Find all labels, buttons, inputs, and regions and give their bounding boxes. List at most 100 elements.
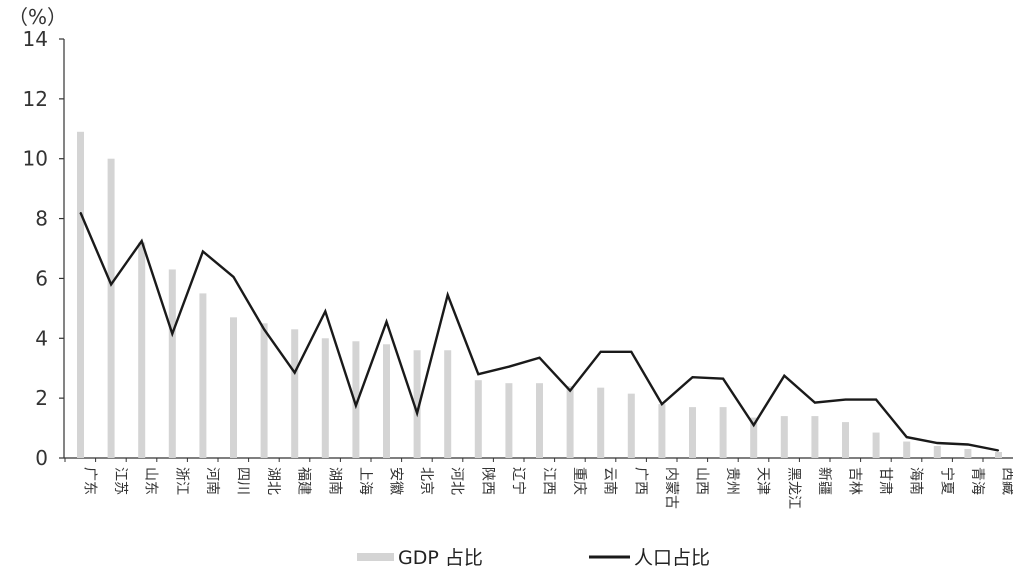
x-tick-label: 甘肃 [877, 467, 893, 495]
gdp-bar [719, 407, 727, 458]
population-point [630, 351, 632, 353]
population-point [355, 405, 357, 407]
gdp-bar [199, 293, 207, 458]
y-tick-label: 10 [23, 147, 48, 171]
population-point [385, 321, 388, 323]
population-point [263, 328, 265, 330]
population-point [79, 211, 82, 214]
x-tick-label: 云南 [602, 467, 618, 495]
x-tick-label: 宁夏 [938, 467, 955, 495]
population-point [753, 424, 755, 426]
gdp-bar [872, 432, 880, 458]
population-point [202, 250, 204, 253]
x-tick-label: 广西 [632, 467, 648, 495]
gdp-bar [689, 407, 696, 458]
legend-gdp-label: GDP 占比 [398, 547, 483, 569]
gdp-bar [658, 404, 666, 458]
gdp-bar [474, 380, 482, 458]
x-tick-labels: 广东 江苏 山东 浙江 河南 四川 湖北 福建 湖南 上海 安徽 北京 河北 陕西 辽宁 江西 重庆 云南 广西 内蒙… [82, 467, 1013, 509]
x-tick-label: 辽宁 [510, 467, 527, 495]
gdp-bar [536, 383, 543, 458]
y-tick-label: 14 [23, 27, 48, 51]
y-tick-label: 2 [35, 386, 48, 410]
y-tick-label: 0 [35, 446, 48, 470]
gdp-bar [505, 383, 513, 458]
population-point [997, 449, 1000, 452]
y-tick-label: 4 [35, 326, 48, 350]
x-tick-label: 湖南 [326, 467, 342, 495]
gdp-bar [138, 242, 146, 458]
population-line [79, 211, 1000, 452]
gdp-bar [413, 350, 421, 458]
population-point [538, 357, 541, 359]
gdp-bar [230, 317, 237, 458]
population-point [875, 399, 877, 401]
x-tick-label: 北京 [418, 467, 434, 495]
x-tick-label: 新疆 [816, 467, 832, 495]
x-tick-label: 内蒙古 [663, 467, 679, 509]
population-point [294, 372, 296, 374]
population-point [110, 283, 112, 286]
x-tick-label: 山东 [143, 467, 159, 495]
x-tick-label: 四川 [235, 467, 251, 495]
gdp-bar [383, 344, 390, 458]
legend-population-label: 人口占比 [634, 547, 710, 569]
population-point [661, 403, 663, 405]
x-tick-label: 安徽 [388, 467, 404, 495]
population-point [722, 378, 724, 380]
legend: GDP 占比 人口占比 [357, 547, 710, 569]
population-point [232, 276, 235, 278]
x-tick-label: 河北 [449, 467, 465, 495]
population-point [936, 442, 938, 444]
population-point [906, 436, 908, 438]
population-point [600, 351, 602, 353]
gdp-bar [842, 422, 849, 458]
gdp-bar [107, 158, 115, 458]
x-tick-label: 山西 [694, 467, 710, 495]
gdp-bar [444, 350, 452, 458]
x-tick-label: 贵州 [724, 467, 740, 495]
population-point [324, 310, 326, 312]
gdp-bar [811, 416, 819, 458]
gdp-bar [627, 393, 635, 458]
population-point [477, 373, 479, 375]
population-point [508, 366, 510, 368]
y-axis: 0 2 4 6 8 10 12 14 [23, 27, 65, 470]
gdp-bar [750, 417, 758, 458]
legend-gdp-swatch [357, 553, 394, 561]
population-point [141, 240, 143, 242]
population-point [967, 443, 969, 446]
y-axis-unit-label: （%） [8, 5, 67, 29]
population-point [844, 399, 847, 401]
x-tick-label: 西藏 [1000, 467, 1013, 495]
gdp-bar [964, 449, 972, 458]
gdp-bar [995, 452, 1002, 458]
x-tick-label: 青海 [969, 467, 985, 495]
population-point [447, 294, 449, 296]
gdp-bar [903, 441, 911, 458]
x-tick-label: 吉林 [847, 467, 863, 495]
x-tick-label: 江西 [541, 467, 557, 495]
x-tick-label: 广东 [82, 467, 98, 495]
gdp-bar [168, 269, 176, 458]
x-tick-label: 上海 [357, 467, 373, 495]
gdp-bar [77, 131, 84, 458]
gdp-bar [933, 446, 941, 458]
x-tick-label: 福建 [296, 467, 312, 495]
x-tick-label: 黑龙江 [785, 467, 801, 509]
x-tick-label: 河南 [204, 467, 220, 495]
x-tick-label: 江苏 [112, 467, 128, 495]
x-tick-label: 天津 [755, 467, 771, 495]
x-tick-label: 陕西 [479, 467, 495, 495]
population-point [814, 402, 816, 404]
y-tick-label: 12 [23, 87, 48, 111]
x-tick-label: 浙江 [173, 467, 189, 495]
gdp-bar [260, 323, 268, 458]
x-tick-label: 重庆 [571, 467, 587, 495]
gdp-bar [321, 338, 329, 458]
population-point [416, 412, 418, 414]
population-point [569, 390, 571, 392]
gdp-bar [597, 387, 605, 458]
x-tick-label: 海南 [908, 467, 924, 495]
population-point [783, 375, 785, 377]
